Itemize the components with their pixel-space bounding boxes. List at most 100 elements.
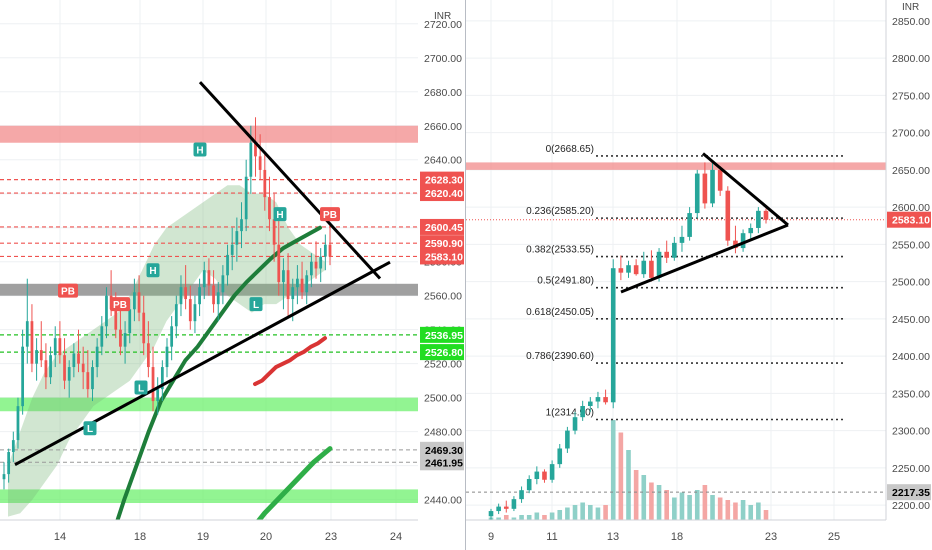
candle-body	[763, 210, 769, 220]
candle-body	[156, 389, 160, 402]
y-tick-label: 2350.00	[892, 388, 930, 400]
pattern-marker-label: L	[87, 424, 93, 435]
time-axis-bg	[466, 520, 932, 550]
pattern-marker-label: PB	[323, 210, 337, 221]
candle-body	[725, 190, 731, 241]
candle-body	[151, 367, 155, 402]
pattern-marker-label: H	[276, 210, 283, 221]
candle-body	[710, 169, 715, 204]
candle-body	[277, 244, 281, 283]
candle-body	[314, 261, 318, 269]
right-chart-panel[interactable]: 0(2668.65) 0.236(2585.20) 0.382(2533.55) 0.…	[466, 0, 932, 550]
candle-body	[123, 333, 127, 347]
candle-body	[193, 304, 197, 322]
price-tag-label: 2600.45	[425, 222, 463, 234]
y-tick-label: 2500.00	[892, 277, 930, 289]
pattern-marker	[320, 207, 340, 222]
support-zone	[0, 397, 418, 412]
currency-label: INR	[902, 2, 919, 13]
left-candlestick-chart[interactable]: PBPBHHHPBLLL2440.002460.002480.002500.00…	[0, 0, 466, 550]
fib-level-label: 1(2314.90)	[546, 408, 594, 419]
y-tick-label: 2400.00	[892, 351, 930, 363]
volume-bar	[717, 497, 723, 520]
candle-body	[202, 270, 206, 288]
candle-body	[618, 268, 624, 273]
candle-body	[81, 363, 85, 373]
x-tick-label: 18	[134, 531, 146, 543]
pattern-marker	[193, 142, 207, 157]
time-axis-bg	[0, 520, 466, 550]
pattern-marker	[58, 283, 78, 298]
volume-bar	[710, 495, 715, 520]
candle-body	[610, 268, 616, 403]
price-tag	[420, 454, 464, 471]
volume-bar	[542, 515, 547, 520]
candle-body	[198, 287, 201, 305]
panel-divider[interactable]	[465, 0, 466, 550]
candle-body	[702, 173, 708, 204]
candle-body	[557, 448, 563, 465]
pattern-marker-label: L	[138, 383, 144, 394]
candle-body	[39, 350, 43, 361]
candle-body	[179, 287, 183, 305]
candle-body	[188, 299, 192, 322]
price-tag	[420, 235, 464, 252]
candle-body	[160, 367, 164, 390]
candle-body	[588, 401, 593, 407]
right-candlestick-chart[interactable]: 0(2668.65) 0.236(2585.20) 0.382(2533.55) 0.…	[466, 0, 932, 550]
volume-bar	[725, 500, 731, 520]
price-tag	[420, 218, 464, 235]
volume-bar	[603, 505, 608, 520]
candle-body	[296, 278, 299, 288]
candle-body	[626, 265, 631, 273]
pattern-marker-label: H	[196, 146, 203, 157]
volume-bar	[633, 470, 639, 520]
price-tag-label: 2583.10	[892, 215, 930, 227]
fib-level-label: 0(2668.65)	[546, 144, 594, 155]
volume-bar	[580, 502, 585, 520]
volume-bar	[534, 512, 540, 520]
volume-bar	[740, 500, 746, 520]
candle-body	[254, 142, 257, 157]
candle-body	[641, 260, 647, 275]
price-tag-label: 2620.40	[425, 188, 463, 200]
y-tick-label: 2700.00	[892, 128, 930, 140]
volume-bar	[733, 502, 738, 520]
ascending-trendline	[14, 260, 391, 466]
candle-body	[21, 346, 25, 407]
volume-bar	[687, 495, 692, 520]
candle-body	[319, 256, 323, 269]
volume-bar	[519, 515, 524, 520]
candle-body	[240, 219, 243, 232]
candle-body	[77, 353, 80, 364]
x-tick-label: 18	[671, 531, 683, 543]
candle-body	[519, 490, 524, 500]
price-tag-label: 2536.95	[425, 330, 463, 342]
y-tick-label: 2720.00	[424, 19, 462, 31]
x-tick-label: 11	[546, 531, 557, 543]
volume-bar	[565, 507, 570, 520]
volume-bar	[595, 507, 601, 520]
candle-body	[323, 244, 327, 257]
volume-bar	[626, 450, 631, 520]
candle-body	[603, 397, 608, 403]
volume-bar	[748, 505, 754, 520]
y-tick-label: 2450.00	[892, 314, 930, 326]
price-tag	[420, 248, 464, 265]
volume-bar	[649, 482, 654, 520]
pattern-marker	[273, 207, 287, 222]
candle-body	[170, 326, 174, 347]
candle-body	[717, 169, 723, 191]
candle-body	[309, 261, 313, 276]
y-tick-label: 2500.00	[424, 393, 462, 405]
candle-body	[572, 417, 578, 431]
y-tick-label: 2440.00	[424, 495, 462, 507]
price-tag	[420, 185, 464, 202]
y-tick-label: 2850.00	[892, 16, 930, 28]
y-tick-label: 2480.00	[424, 427, 462, 439]
y-tick-label: 2250.00	[892, 463, 930, 475]
candle-body	[244, 176, 248, 220]
left-chart-panel[interactable]: PBPBHHHPBLLL2440.002460.002480.002500.00…	[0, 0, 466, 550]
candle-body	[165, 346, 169, 368]
price-tag-label: 2461.95	[425, 457, 463, 469]
